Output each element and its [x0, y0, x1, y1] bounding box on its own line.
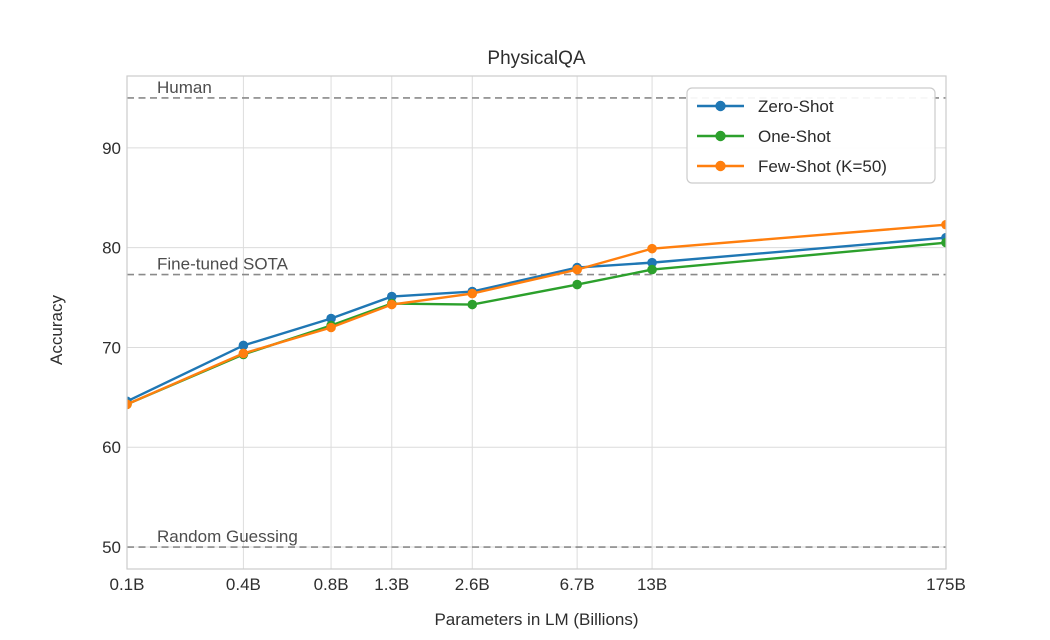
data-point-few-shot-k-50 [572, 264, 582, 275]
y-tick-90: 90 [102, 139, 121, 158]
legend-item-one-shot: One-Shot [697, 127, 831, 146]
x-tick-1-3b: 1.3B [374, 575, 409, 594]
reference-label-human: Human [157, 78, 212, 97]
legend-box [686, 87, 936, 184]
data-point-one-shot [647, 264, 657, 275]
data-point-few-shot-k-50 [941, 219, 946, 230]
data-point-zero-shot [238, 340, 249, 351]
legend-marker-icon [715, 100, 726, 112]
data-point-few-shot-k-50 [326, 322, 336, 333]
x-tick-0-4b: 0.4B [226, 575, 261, 594]
legend-item-few-shot-k-50: Few-Shot (K=50) [697, 157, 887, 176]
reference-label-fine-tuned-sota: Fine-tuned SOTA [157, 255, 289, 274]
series-few-shot-k-50 [127, 219, 946, 410]
data-point-one-shot [941, 237, 946, 248]
y-tick-50: 50 [102, 538, 121, 557]
series-group [127, 219, 946, 410]
data-point-few-shot-k-50 [467, 288, 478, 299]
axis-ticks: 0.1B 0.4B 0.8B 1.3B 2.6B 6.7B 13B 175B 50 60 70 80 9… [102, 139, 966, 594]
x-tick-0-8b: 0.8B [314, 575, 349, 594]
x-axis-label: Parameters in LM (Billions) [434, 610, 639, 629]
data-point-zero-shot [386, 291, 397, 302]
chart-title: PhysicalQA [487, 48, 586, 69]
plot-border [126, 75, 947, 570]
reference-label-random-guessing: Random Guessing [157, 527, 298, 546]
legend-label: One-Shot [758, 127, 831, 146]
data-point-few-shot-k-50 [386, 299, 397, 310]
series-line-zero-shot [127, 236, 946, 403]
data-point-few-shot-k-50 [647, 243, 657, 254]
y-axis-label: Accuracy [47, 295, 66, 365]
x-tick-0-1b: 0.1B [110, 575, 145, 594]
legend-item-zero-shot: Zero-Shot [697, 97, 834, 116]
y-tick-80: 80 [102, 239, 121, 258]
legend: Zero-Shot One-Shot Few-Shot (K=50) [686, 87, 936, 184]
series-line-few-shot-k-50 [127, 223, 946, 406]
x-tick-6-7b: 6.7B [560, 575, 595, 594]
data-point-zero-shot [647, 257, 657, 268]
legend-marker-icon [715, 160, 726, 172]
x-tick-175b: 175B [926, 575, 966, 594]
y-tick-70: 70 [102, 338, 121, 357]
data-point-one-shot [467, 299, 478, 310]
data-point-zero-shot [326, 313, 336, 324]
y-tick-60: 60 [102, 438, 121, 457]
legend-label: Zero-Shot [758, 97, 834, 116]
legend-marker-icon [715, 130, 726, 142]
data-point-few-shot-k-50 [127, 399, 132, 410]
legend-label: Few-Shot (K=50) [758, 157, 887, 176]
x-tick-2-6b: 2.6B [455, 575, 490, 594]
x-tick-13b: 13B [637, 575, 667, 594]
data-point-one-shot [572, 279, 582, 290]
data-point-few-shot-k-50 [238, 348, 249, 359]
